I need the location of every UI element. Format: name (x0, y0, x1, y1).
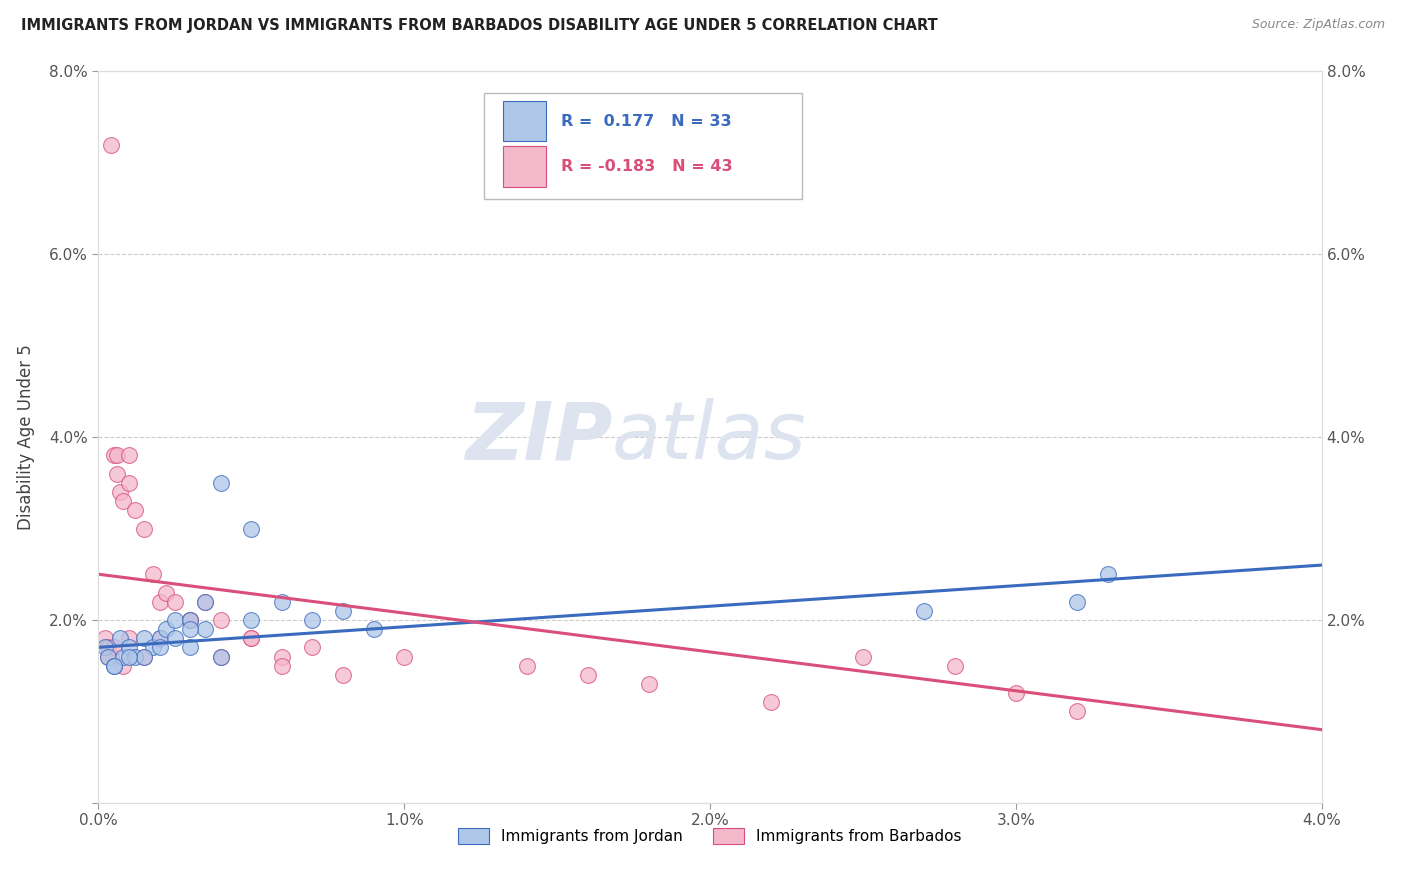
Point (105, 467, 128, 481)
Point (108, 485, 131, 500)
Point (240, 521, 263, 535)
Point (943, 658, 966, 673)
Point (97, 640, 120, 655)
Point (363, 622, 385, 636)
Point (852, 649, 875, 664)
Point (118, 475, 141, 490)
Point (149, 632, 172, 646)
Point (100, 137, 122, 152)
Point (194, 595, 217, 609)
Point (155, 585, 177, 599)
Point (93, 640, 115, 655)
Point (111, 494, 134, 508)
FancyBboxPatch shape (503, 101, 546, 141)
Point (134, 521, 156, 535)
Point (179, 622, 201, 636)
Point (637, 677, 661, 691)
Point (179, 640, 201, 655)
Point (111, 649, 134, 664)
Point (332, 604, 354, 618)
Point (149, 640, 172, 655)
Text: R =  0.177   N = 33: R = 0.177 N = 33 (561, 113, 731, 128)
Point (124, 503, 146, 517)
Point (97, 649, 120, 664)
Point (301, 613, 323, 627)
Point (97, 649, 120, 664)
Point (240, 613, 263, 627)
Point (149, 595, 172, 609)
Point (209, 613, 232, 627)
Point (108, 632, 131, 646)
Point (332, 667, 354, 681)
Point (149, 632, 172, 646)
Point (516, 658, 538, 673)
Point (103, 449, 125, 463)
Point (1066, 595, 1088, 609)
Point (163, 632, 186, 646)
Point (134, 649, 156, 664)
Point (179, 613, 201, 627)
Point (103, 658, 125, 673)
Point (209, 649, 232, 664)
Point (163, 595, 186, 609)
Point (270, 649, 294, 664)
Point (142, 640, 165, 655)
Point (103, 658, 125, 673)
FancyBboxPatch shape (503, 146, 546, 186)
Point (270, 658, 294, 673)
Point (179, 613, 201, 627)
Point (1066, 705, 1088, 719)
Point (912, 604, 935, 618)
Point (155, 622, 177, 636)
Point (270, 595, 294, 609)
Point (240, 632, 263, 646)
Point (194, 622, 217, 636)
Point (124, 649, 146, 664)
Text: atlas: atlas (612, 398, 807, 476)
Point (105, 449, 128, 463)
Point (118, 640, 141, 655)
Point (118, 449, 141, 463)
Point (392, 649, 416, 664)
Point (100, 649, 122, 664)
FancyBboxPatch shape (484, 94, 801, 200)
Point (576, 667, 599, 681)
Point (1004, 686, 1026, 700)
Text: R = -0.183   N = 43: R = -0.183 N = 43 (561, 159, 733, 174)
Point (142, 567, 165, 582)
Point (163, 613, 186, 627)
Point (134, 632, 156, 646)
Point (103, 640, 125, 655)
Point (118, 649, 141, 664)
Point (1097, 567, 1119, 582)
Point (240, 632, 263, 646)
Point (111, 658, 134, 673)
Y-axis label: Disability Age Under 5: Disability Age Under 5 (17, 344, 35, 530)
Point (179, 613, 201, 627)
Legend: Immigrants from Jordan, Immigrants from Barbados: Immigrants from Jordan, Immigrants from … (453, 822, 967, 850)
Text: ZIP: ZIP (465, 398, 612, 476)
Point (134, 649, 156, 664)
Point (209, 475, 232, 490)
Point (301, 640, 323, 655)
Point (209, 649, 232, 664)
Text: Source: ZipAtlas.com: Source: ZipAtlas.com (1251, 18, 1385, 31)
Point (93, 632, 115, 646)
Point (759, 695, 782, 709)
Point (194, 595, 217, 609)
Text: IMMIGRANTS FROM JORDAN VS IMMIGRANTS FROM BARBADOS DISABILITY AGE UNDER 5 CORREL: IMMIGRANTS FROM JORDAN VS IMMIGRANTS FRO… (21, 18, 938, 33)
Point (118, 632, 141, 646)
